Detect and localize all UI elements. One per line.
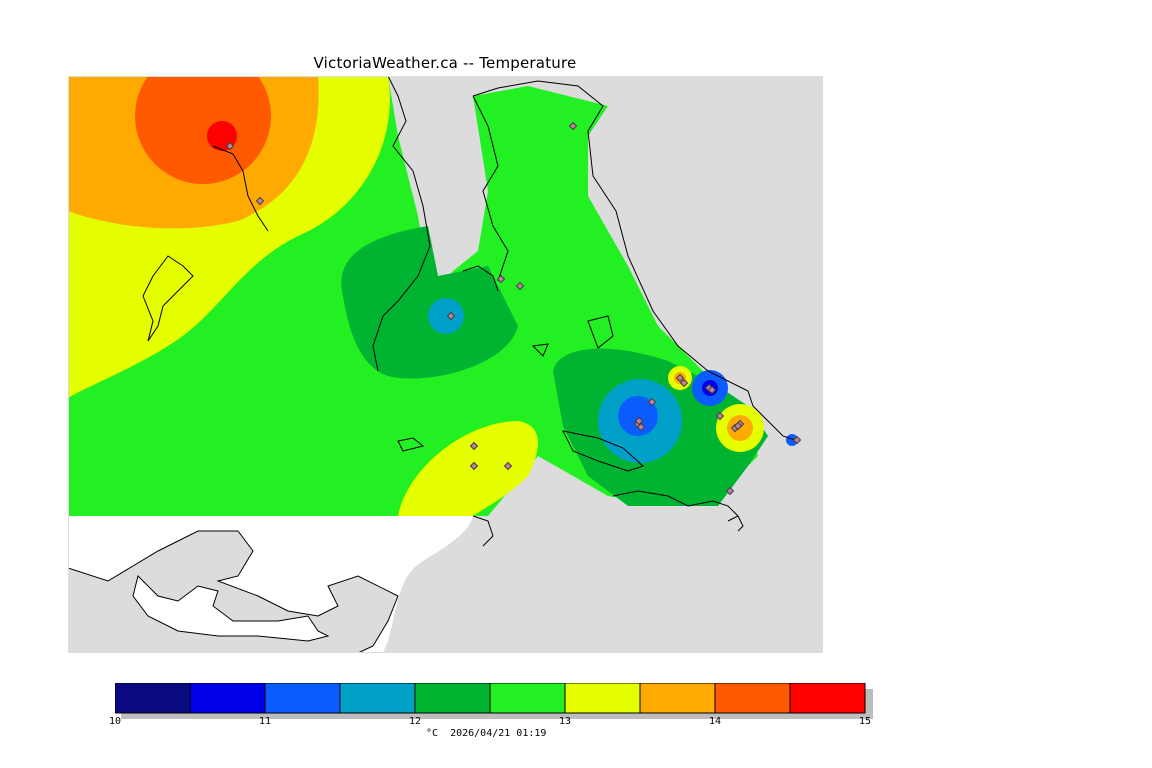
colorbar-tick-label: 14 [708, 716, 722, 727]
colorbar-swatch [564, 683, 641, 714]
colorbar-caption: °C 2026/04/21 01:19 [426, 728, 547, 739]
colorbar-swatch [489, 683, 566, 714]
station-marker [792, 435, 802, 445]
colorbar-swatch [639, 683, 716, 714]
colorbar-tick-label: 10 [108, 716, 122, 727]
colorbar-tick-label: 11 [258, 716, 272, 727]
station-marker [733, 421, 743, 431]
station-marker [469, 441, 479, 451]
contour-band-red-orange [135, 76, 271, 184]
colorbar-swatch [714, 683, 791, 714]
station-marker [634, 416, 644, 426]
contour-band-teal-centre [428, 298, 464, 334]
land-outside-grid [68, 530, 399, 653]
station-markers [225, 121, 802, 496]
station-marker [568, 121, 578, 131]
map-title: VictoriaWeather.ca -- Temperature [313, 54, 577, 72]
station-marker [515, 281, 525, 291]
station-marker [636, 422, 646, 432]
colorbar-swatch [339, 683, 416, 714]
colorbar-tick-label: 12 [408, 716, 422, 727]
colorbar-swatches [115, 683, 866, 714]
station-marker [675, 373, 685, 383]
colorbar-swatch [789, 683, 866, 714]
station-marker [225, 141, 235, 151]
station-marker [446, 311, 456, 321]
colorbar-swatch [189, 683, 266, 714]
station-marker [715, 411, 725, 421]
colorbar [115, 683, 873, 719]
station-marker [679, 378, 689, 388]
colorbar-tick-label: 15 [858, 716, 872, 727]
colorbar-swatch [414, 683, 491, 714]
colorbar-swatch [115, 683, 191, 714]
contour-band-blue-tip [786, 434, 798, 446]
contour-band-yellow-south [398, 421, 538, 516]
temperature-contour-map [68, 76, 823, 653]
station-marker [496, 274, 506, 284]
station-marker [255, 196, 265, 206]
colorbar-tick-label: 13 [558, 716, 572, 727]
land-north-white [132, 575, 330, 642]
station-marker [725, 486, 735, 496]
station-marker [469, 461, 479, 471]
contour-band-dark-green-centre [341, 226, 518, 379]
station-marker [707, 385, 717, 395]
coastlines [142, 76, 799, 547]
station-marker [503, 461, 513, 471]
contour-band-blue-east [618, 396, 658, 436]
plot-border [68, 76, 823, 653]
colorbar-swatch [264, 683, 341, 714]
station-marker [647, 397, 657, 407]
